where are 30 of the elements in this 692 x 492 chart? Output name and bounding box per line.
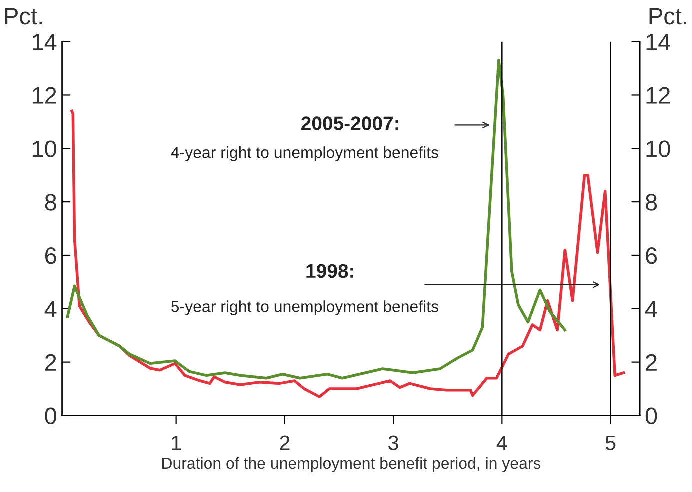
annotation: 2005-2007:: [302, 116, 398, 130]
annotation: 1998:: [306, 264, 354, 278]
x-tick-label: 1: [172, 436, 182, 450]
y-tick-label: 0: [45, 408, 56, 425]
y2-tick-label: 6: [646, 248, 658, 264]
y2-tick-label: 8: [646, 194, 658, 211]
y-tick-label: 8: [45, 194, 56, 211]
y2-axis-title: Pct.: [650, 8, 686, 25]
y-tick-label: 6: [45, 248, 56, 264]
y2-tick-label: 14: [646, 34, 671, 50]
y-axis-title: Pct.: [5, 8, 42, 25]
y2-tick-label: 0: [646, 408, 658, 425]
y-tick-label: 4: [44, 301, 57, 318]
y2-tick-label: 10: [646, 140, 670, 158]
y-tick-label: 14: [32, 34, 57, 50]
x-tick-label: 2: [280, 436, 290, 450]
y2-tick-label: 2: [646, 354, 657, 371]
y-tick-label: 12: [32, 87, 56, 104]
x-tick-label: 5: [606, 436, 616, 450]
annotation: 4-year right to unemployment benefits: [171, 146, 438, 162]
line-series: [70, 110, 626, 398]
annotation: 5-year right to unemployment benefits: [172, 300, 438, 316]
x-axis-title: Duration of the unemployment benefit period, in years: [162, 457, 541, 472]
y2-tick-label: 12: [646, 87, 670, 104]
line-series: [66, 59, 567, 380]
y2-tick-label: 4: [646, 301, 658, 318]
x-tick-label: 3: [388, 436, 398, 450]
x-tick-label: 4: [496, 436, 508, 450]
y-tick-label: 2: [45, 354, 56, 371]
y-tick-label: 10: [32, 140, 56, 158]
